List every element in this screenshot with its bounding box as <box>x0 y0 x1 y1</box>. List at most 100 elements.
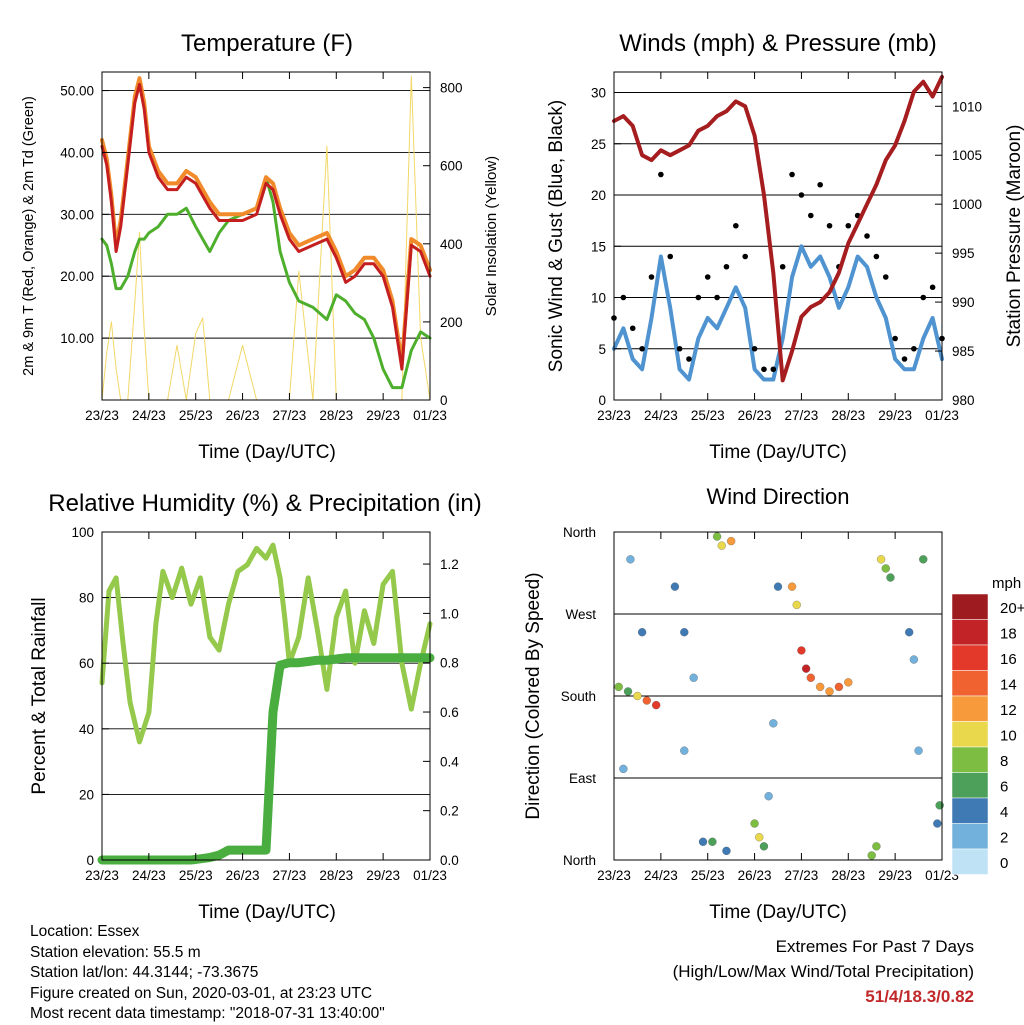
gust-point <box>723 263 730 270</box>
gust-point <box>676 345 683 352</box>
temperature-ylabel: 2m & 9m T (Red, Orange) & 2m Td (Green) <box>21 96 37 376</box>
x-tick-label: 27/23 <box>785 868 819 883</box>
gust-point <box>704 274 711 280</box>
gust-point <box>808 212 814 219</box>
y-tick-label: South <box>561 689 596 704</box>
temp-2m-line <box>100 82 432 371</box>
gust-point <box>761 366 767 373</box>
direction-point <box>816 682 825 692</box>
y2-tick-label: 0.4 <box>440 754 459 769</box>
gust-point <box>798 192 805 198</box>
y-tick-label: 80 <box>79 591 94 606</box>
direction-point <box>905 628 914 637</box>
direction-point <box>708 837 717 846</box>
colorbar-swatch <box>951 593 989 620</box>
y-tick-label: 100 <box>71 525 94 540</box>
temp-9m-line <box>100 76 432 365</box>
y-tick-label: 40.00 <box>60 145 94 160</box>
direction-title: Wind Direction <box>706 484 849 509</box>
colorbar-swatch <box>951 823 989 850</box>
y2-tick-label: 1005 <box>952 148 982 163</box>
solar-insolation-line <box>101 75 431 401</box>
y-tick-label: 50.00 <box>60 84 94 99</box>
winds-frame <box>613 71 943 401</box>
winds-ylabel-right: Station Pressure (Maroon) <box>1004 125 1024 348</box>
y-tick-label: 0 <box>598 393 606 408</box>
direction-point <box>834 682 844 692</box>
direction-panel: Wind Direction NorthEastSouthWestNorth23… <box>523 484 1024 923</box>
station-info: Location: Essex Station elevation: 55.5 … <box>30 922 385 1025</box>
y-tick-label: 10 <box>591 291 606 306</box>
extremes-subtitle: (High/Low/Max Wind/Total Precipitation) <box>672 962 974 981</box>
temperature-ylabel-right: Solar Insolation (Yellow) <box>483 156 500 316</box>
gust-point <box>639 345 645 352</box>
x-tick-label: 29/23 <box>878 408 912 423</box>
x-tick-label: 24/23 <box>132 408 166 423</box>
direction-point <box>914 746 923 755</box>
y-tick-label: 30.00 <box>60 207 94 222</box>
colorbar-swatch <box>951 644 989 671</box>
colorbar-label: 8 <box>1000 753 1008 770</box>
temperature-title: Temperature (F) <box>181 30 353 57</box>
direction-point <box>806 673 815 682</box>
direction-point <box>626 555 635 564</box>
gust-point <box>882 274 889 280</box>
y-tick-label: 10.00 <box>60 331 94 346</box>
direction-point <box>755 833 764 842</box>
direction-point <box>886 573 895 582</box>
x-tick-label: 25/23 <box>691 408 725 423</box>
x-tick-label: 24/23 <box>644 408 678 423</box>
station-elevation: Station elevation: 55.5 m <box>30 943 201 961</box>
humidity-frame <box>101 531 431 861</box>
direction-point <box>825 687 834 696</box>
x-tick-label: 26/23 <box>226 868 260 883</box>
x-tick-label: 27/23 <box>273 868 307 883</box>
y-tick-label: 20 <box>79 787 94 802</box>
wind-speed-line <box>612 244 944 382</box>
gust-point <box>648 274 655 280</box>
y2-tick-label: 400 <box>440 237 463 252</box>
humidity-panel: Relative Humidity (%) & Precipitation (i… <box>29 490 482 923</box>
gust-point <box>892 335 898 342</box>
temperature-panel: Temperature (F) 10.00 20.00 30.00 40.00 50.0… <box>21 30 500 463</box>
colorbar-label: 14 <box>1000 676 1017 693</box>
y-tick-label: 20.00 <box>60 269 94 284</box>
speed-colorbar: mph 20+ 18 16 14 12 10 8 6 4 2 0 <box>951 575 1024 875</box>
direction-point <box>642 696 651 705</box>
gust-point <box>629 325 636 332</box>
colorbar-label: 20+ <box>1000 600 1024 617</box>
humidity-line <box>99 542 433 745</box>
y2-tick-label: 990 <box>952 295 975 310</box>
direction-point <box>801 664 811 673</box>
x-tick-label: 24/23 <box>132 868 166 883</box>
y2-tick-label: 800 <box>440 81 463 96</box>
x-tick-label: 28/23 <box>831 408 865 423</box>
direction-point <box>614 682 623 692</box>
x-tick-label: 29/23 <box>366 408 400 423</box>
direction-point <box>769 719 778 728</box>
y-tick-label: 30 <box>591 86 606 101</box>
direction-point <box>652 700 661 710</box>
x-tick-label: 23/23 <box>597 868 631 883</box>
y2-tick-label: 0.6 <box>440 705 459 720</box>
extremes-block: Extremes For Past 7 Days (High/Low/Max W… <box>673 934 974 1009</box>
gust-point <box>789 171 795 178</box>
direction-point <box>797 646 806 655</box>
direction-point <box>633 691 642 701</box>
humidity-title: Relative Humidity (%) & Precipitation (i… <box>48 490 481 517</box>
y2-tick-label: 0.2 <box>440 804 459 819</box>
x-tick-label: 01/23 <box>925 408 959 423</box>
extremes-value: 51/4/18.3/0.82 <box>865 987 974 1006</box>
direction-point <box>623 687 633 696</box>
gust-point <box>695 294 702 301</box>
gust-point <box>920 294 927 301</box>
y-tick-label: East <box>569 771 596 786</box>
direction-xlabel: Time (Day/UTC) <box>709 902 847 923</box>
direction-point <box>680 628 689 637</box>
x-tick-label: 01/23 <box>413 868 447 883</box>
x-tick-label: 28/23 <box>319 408 353 423</box>
gust-point <box>901 356 908 362</box>
y2-tick-label: 985 <box>952 344 975 359</box>
humidity-ylabel: Percent & Total Rainfall <box>29 597 50 794</box>
x-tick-label: 23/23 <box>85 408 119 423</box>
